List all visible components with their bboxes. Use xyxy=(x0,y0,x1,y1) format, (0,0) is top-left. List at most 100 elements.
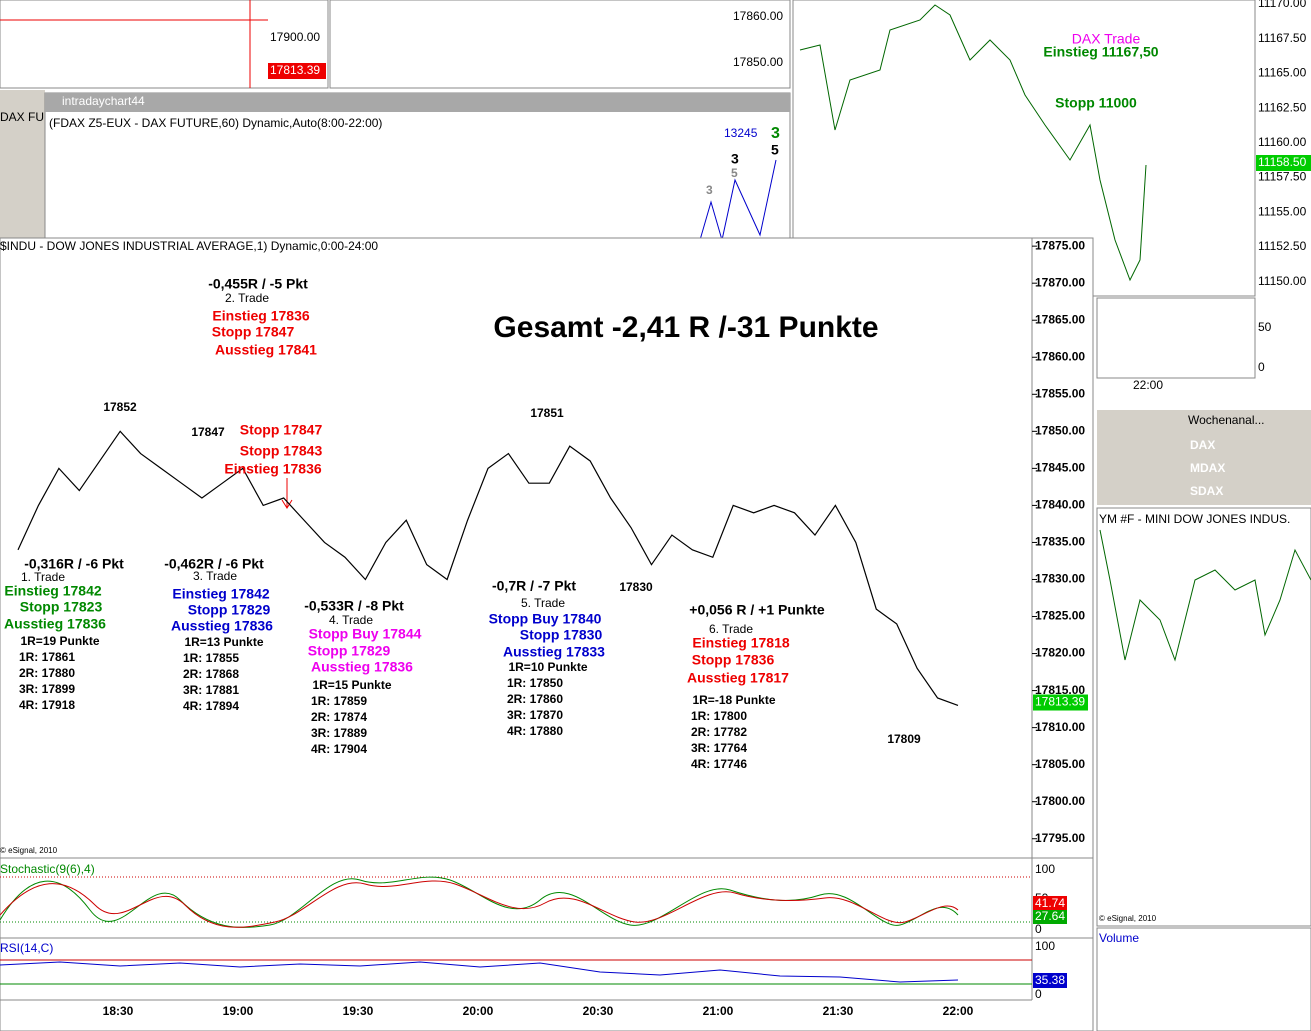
label: 5 xyxy=(731,166,738,180)
y-tick-label: 17810.00 xyxy=(1035,720,1085,734)
price-label: 11162.50 xyxy=(1258,100,1307,114)
x-tick-label: 18:30 xyxy=(103,1004,134,1018)
y-tick-label: 17845.00 xyxy=(1035,461,1085,475)
x-tick-label: 19:30 xyxy=(343,1004,374,1018)
y-tick-label: 17855.00 xyxy=(1035,386,1085,400)
annotation: 3R: 17889 xyxy=(311,726,367,740)
annotation: Stopp 17829 xyxy=(188,602,271,618)
time-label: 22:00 xyxy=(1133,378,1163,392)
annotation: 3R: 17870 xyxy=(507,708,563,722)
y-tick-label: 17800.00 xyxy=(1035,794,1085,808)
panel-title: Stochastic(9(6),4) xyxy=(0,862,95,876)
window-title: intradaychart44 xyxy=(62,94,145,108)
price-label: 11165.00 xyxy=(1258,66,1307,80)
dax-line xyxy=(799,4,1147,282)
chart-title: (FDAX Z5-EUX - DAX FUTURE,60) Dynamic,Au… xyxy=(49,116,382,130)
price-label: 11150.00 xyxy=(1258,274,1307,288)
annotation: Stopp 17829 xyxy=(308,643,391,659)
price-label: 11167.50 xyxy=(1258,31,1307,45)
value-box xyxy=(1033,910,1067,924)
ym-line xyxy=(1099,529,1311,662)
annotation: -0,316R / -6 Pkt xyxy=(24,556,124,572)
x-tick-label: 21:30 xyxy=(823,1004,854,1018)
annotation: Einstieg 11167,50 xyxy=(1043,44,1158,60)
annotation: 1R=13 Punkte xyxy=(184,635,263,649)
annotation: +0,056 R / +1 Punkte xyxy=(689,602,825,618)
annotation: 17851 xyxy=(530,406,564,420)
x-tick-label: 20:30 xyxy=(583,1004,614,1018)
annotation: -0,7R / -7 Pkt xyxy=(492,578,576,594)
price-label: 11170.00 xyxy=(1258,0,1307,10)
label: 3 xyxy=(771,125,780,142)
annotation: 2. Trade xyxy=(225,291,269,305)
annotation: Ausstieg 17841 xyxy=(215,342,317,358)
panel-label: 100 xyxy=(1035,862,1055,876)
annotation: 1R: 17850 xyxy=(507,676,563,690)
panel-title: RSI(14,C) xyxy=(0,941,53,955)
annotation: Stopp 17847 xyxy=(240,422,323,438)
annotation: Ausstieg 17836 xyxy=(4,616,106,632)
annotation: 1R: 17855 xyxy=(183,651,239,665)
headline: Gesamt -2,41 R /-31 Punkte xyxy=(493,311,878,344)
annotation: 1R=19 Punkte xyxy=(20,634,99,648)
annotation: Einstieg 17818 xyxy=(692,635,789,651)
annotation: 4R: 17880 xyxy=(507,724,563,738)
label: 3 xyxy=(706,183,713,197)
y-tick-label: 17815.00 xyxy=(1035,683,1085,697)
volume-label: 0 xyxy=(1258,360,1265,374)
value-box xyxy=(1033,896,1067,910)
y-tick-label: 17850.00 xyxy=(1035,424,1085,438)
panel-label: 0 xyxy=(1035,922,1042,936)
window-top-middle xyxy=(329,0,791,89)
ym-volume xyxy=(1096,927,1311,1031)
window-tab[interactable]: DAX xyxy=(1190,438,1215,452)
annotation: -0,462R / -6 Pkt xyxy=(164,556,264,572)
price-line xyxy=(17,430,959,706)
annotation: Stopp 17836 xyxy=(692,652,775,668)
tab-title: DAX FU xyxy=(0,110,44,124)
window-left-tab xyxy=(0,90,45,238)
annotation: 4R: 17894 xyxy=(183,699,239,713)
chart-title: $INDU - DOW JONES INDUSTRIAL AVERAGE,1) … xyxy=(0,239,378,253)
annotation: Ausstieg 17836 xyxy=(171,618,273,634)
annotation: 5. Trade xyxy=(521,596,565,610)
copyright: © eSignal, 2010 xyxy=(1099,914,1157,923)
annotation: 17809 xyxy=(887,732,921,746)
annotation: 4R: 17746 xyxy=(691,757,747,771)
annotation: Stopp 17847 xyxy=(212,324,295,340)
annotation: 17847 xyxy=(191,425,225,439)
annotation: 4R: 17918 xyxy=(19,698,75,712)
label: 3 xyxy=(731,151,739,167)
annotation: Einstieg 17842 xyxy=(172,586,269,602)
annotation: 17852 xyxy=(103,400,137,414)
annotation: 17830 xyxy=(619,580,653,594)
last-price: 11158.50 xyxy=(1258,155,1307,169)
annotation: 2R: 17860 xyxy=(507,692,563,706)
window-tab[interactable]: SDAX xyxy=(1190,484,1223,498)
y-tick-label: 17830.00 xyxy=(1035,572,1085,586)
annotation: 3R: 17764 xyxy=(691,741,747,755)
annotation: Ausstieg 17817 xyxy=(687,670,789,686)
annotation: 1R: 17859 xyxy=(311,694,367,708)
annotation: 1R=15 Punkte xyxy=(312,678,391,692)
stoch-d xyxy=(0,880,959,928)
window-tab[interactable]: MDAX xyxy=(1190,461,1225,475)
window-tab[interactable]: Wochenanal... xyxy=(1188,413,1265,427)
panel-title: Volume xyxy=(1099,931,1139,945)
annotation: 6. Trade xyxy=(709,622,753,636)
window-intraday xyxy=(44,92,791,239)
window-ym xyxy=(1096,507,1311,927)
label: 5 xyxy=(771,142,779,158)
price-label: 11160.00 xyxy=(1258,135,1307,149)
y-tick-label: 17840.00 xyxy=(1035,498,1085,512)
annotation: 2R: 17782 xyxy=(691,725,747,739)
price-label: 11157.50 xyxy=(1258,170,1307,184)
last-price: 17813.39 xyxy=(1035,695,1085,709)
annotation: DAX Trade xyxy=(1072,31,1141,47)
panel-label: 0 xyxy=(1035,987,1042,1001)
stoch-d-value: 27.64 xyxy=(1035,909,1065,923)
annotation: Stopp 11000 xyxy=(1055,95,1137,111)
value-box xyxy=(1033,973,1067,988)
y-tick-label: 17875.00 xyxy=(1035,238,1085,252)
